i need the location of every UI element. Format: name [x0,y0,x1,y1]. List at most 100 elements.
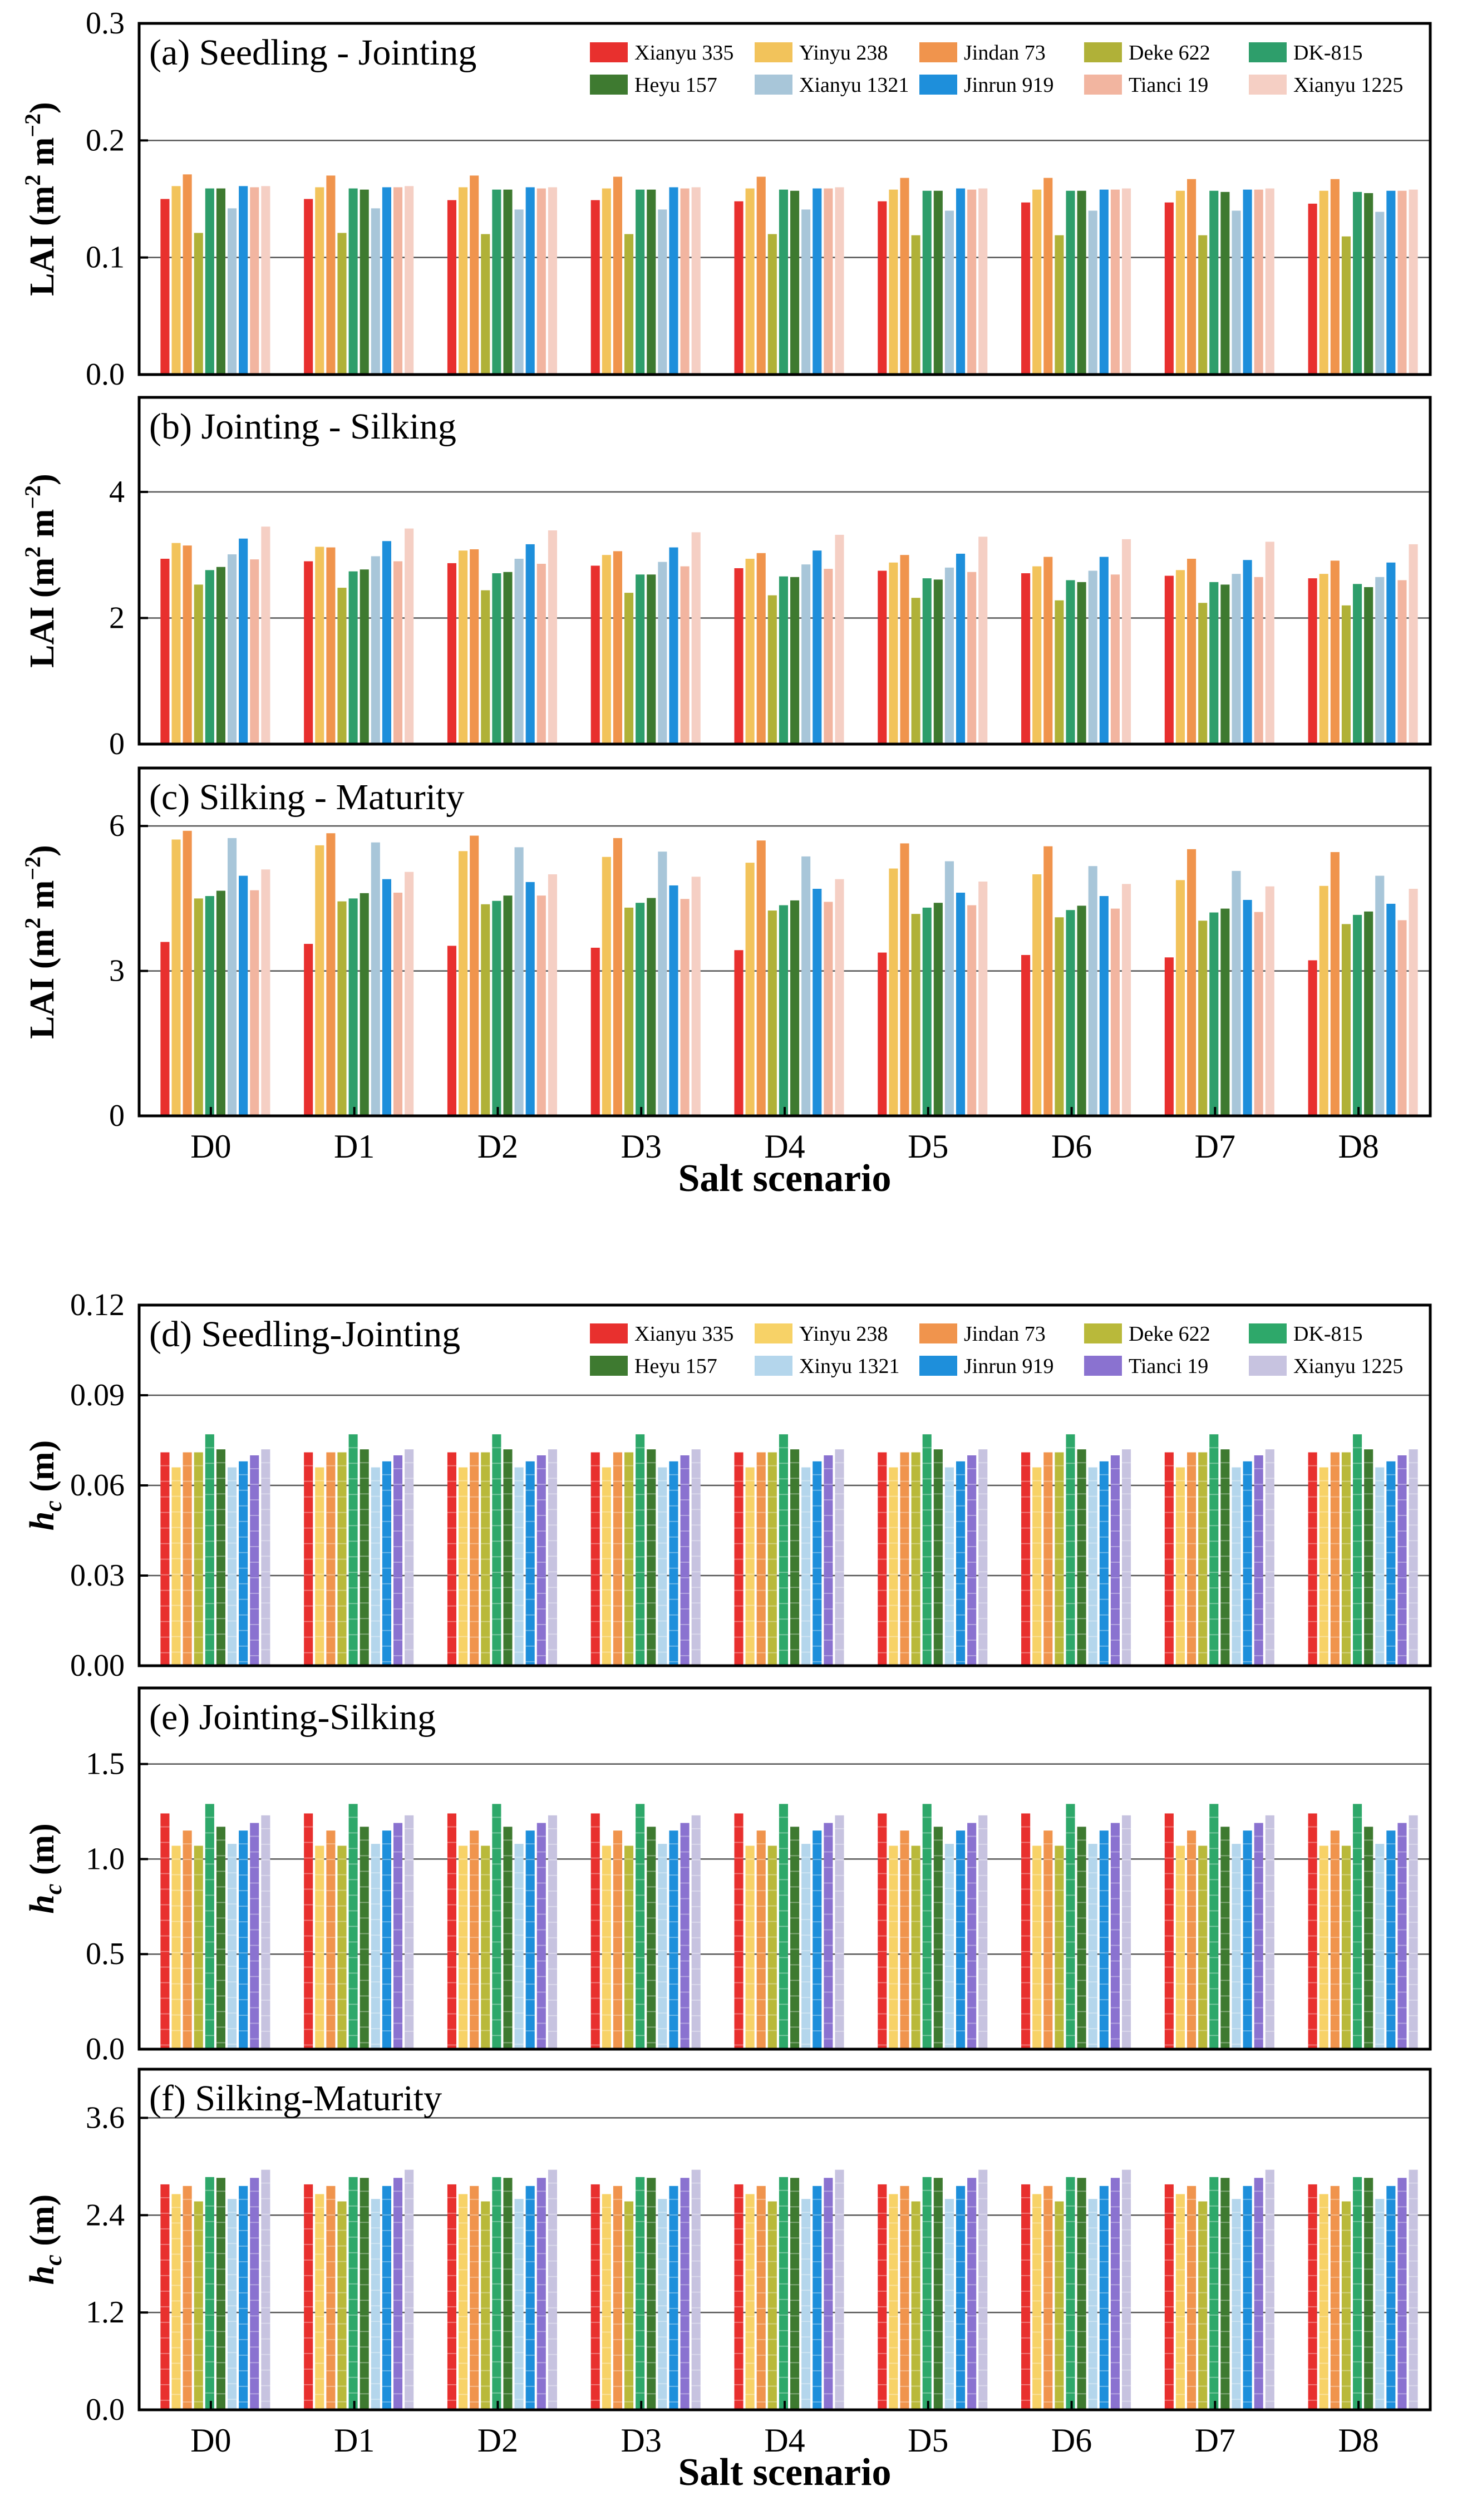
bar [658,852,667,1116]
bar [492,1434,501,1666]
bar [326,547,336,744]
legend-swatch [919,1356,957,1376]
bar [1110,574,1120,744]
bar [956,553,966,744]
bar [1375,211,1385,375]
bar [304,2184,313,2410]
bar [447,563,457,744]
bar [756,840,766,1116]
bar [514,1467,524,1666]
bar [944,567,954,744]
x-tick-label: D8 [1338,1128,1378,1165]
bar [889,1467,898,1666]
panel-d: 0.00 0.03 0.06 0.09 0.12 (d) Seedling-Jointin… [23,1288,1432,1683]
bar [470,175,479,375]
bar [889,1845,898,2049]
bar [1265,886,1274,1116]
bar [900,1452,909,1666]
bar [900,2186,909,2410]
bar [1021,573,1031,744]
bar [371,842,380,1116]
legend-label: Yinyu 238 [799,1322,888,1346]
bar [1209,582,1219,744]
bar [922,2177,932,2410]
bar [813,1830,822,2049]
bar [1077,1827,1086,2049]
bar [261,2169,270,2410]
bar [967,2178,977,2410]
legend-label: Xianyu 1225 [1293,1355,1403,1378]
legend-swatch [590,1356,628,1376]
bar [658,562,667,744]
bar [503,189,513,375]
panel-title: (d) Seedling-Jointing [149,1314,460,1355]
bar [492,189,501,375]
bar [514,1844,524,2049]
bar [889,868,898,1116]
bar [801,856,811,1116]
bar [1364,587,1373,744]
bar [1386,562,1396,744]
bar [261,186,270,375]
bar [1110,908,1120,1116]
legend-label: Heyu 157 [634,73,717,97]
bar [602,2194,611,2410]
bar [878,1452,887,1666]
panel-title: (e) Jointing-Silking [149,1697,436,1738]
bar [160,1813,170,2049]
bar [745,1467,755,1666]
x-axis-label: Salt scenario [678,1157,891,1200]
legend-swatch [1249,75,1287,95]
bar [348,188,358,375]
bar [790,190,800,375]
bar [613,838,623,1116]
bar [933,1449,943,1666]
bar [239,1830,248,2049]
bar [1375,577,1385,744]
y-tick-label: 0.2 [86,123,125,158]
legend-swatch [919,75,957,95]
bar [1375,2199,1385,2410]
legend-label: DK-815 [1293,41,1363,65]
y-tick-label: 1.2 [86,2295,125,2330]
bar [1319,2194,1328,2410]
bar [1198,921,1208,1116]
x-tick-label: D6 [1051,1128,1092,1165]
bar [691,2169,701,2410]
panel-b: 0 2 4 (b) Jointing - Silking LAI (m2 m−2) [20,396,1432,761]
bar [1386,1461,1396,1666]
x-tick-label: D0 [190,2422,231,2459]
bar [680,1823,690,2049]
legend-swatch [1249,1356,1287,1376]
bar [304,943,313,1116]
bar [382,187,391,375]
bar [911,598,920,744]
bar [658,1844,667,2049]
bar [1021,1452,1031,1666]
bar [382,879,391,1116]
bar [658,2199,667,2410]
bar [447,1813,457,2049]
bar [590,200,600,375]
bar [779,189,788,375]
bar [1220,2178,1230,2410]
bar [1330,1452,1340,1666]
bar [1341,1452,1351,1666]
bar [470,835,479,1116]
bar [1209,1434,1219,1666]
bar [337,1845,347,2049]
bar [250,559,259,744]
legend-swatch [755,1323,792,1343]
bar [680,1455,690,1666]
bar [261,526,270,744]
bar [548,187,557,375]
bar [1254,2178,1263,2410]
bar [360,2178,369,2410]
bar [1319,1845,1328,2049]
bar [337,588,347,744]
bar [393,892,403,1116]
bar [767,595,777,744]
bar [250,1823,259,2049]
bar [1121,1449,1131,1666]
